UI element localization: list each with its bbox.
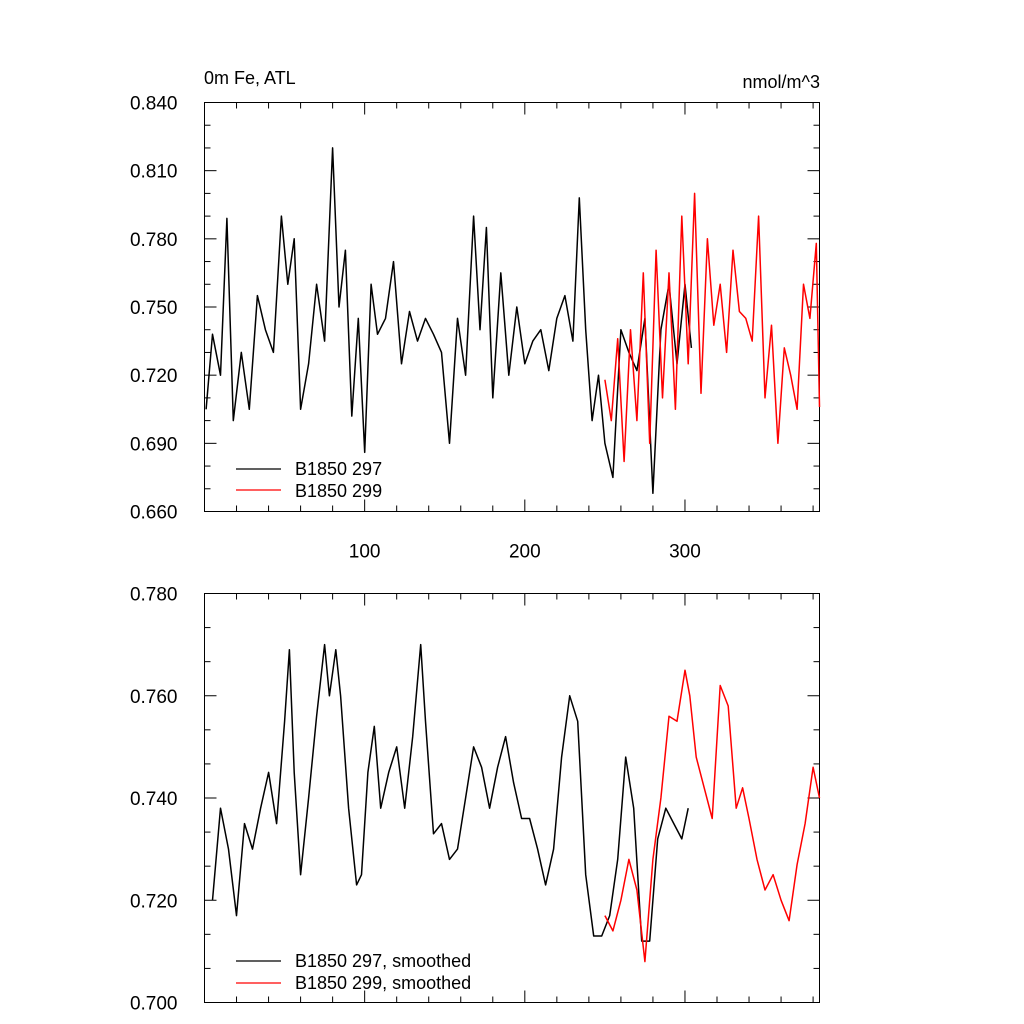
- legend-label-b1850-299-smoothed: B1850 299, smoothed: [295, 973, 471, 993]
- y-tick-label: 0.780: [130, 585, 178, 606]
- y-tick-label: 0.740: [130, 789, 178, 810]
- bottom-legend: B1850 297, smoothed B1850 299, smoothed: [236, 951, 471, 993]
- series-line-b1850-297-smoothed: [211, 643, 689, 942]
- y-tick-label: 0.690: [130, 434, 178, 455]
- top-panel-units: nmol/m^3: [743, 72, 820, 92]
- y-tick-label: 0.700: [130, 994, 178, 1015]
- bottom-y-axis: 0.700 0.720 0.740 0.760 0.780: [130, 585, 820, 1015]
- series-line-b1850-299-smoothed: [604, 669, 821, 963]
- bottom-panel: 0.700 0.720 0.740 0.760 0.780 B1850 297, smo…: [130, 585, 821, 1015]
- y-tick-label: 0.750: [130, 298, 178, 319]
- y-tick-label: 0.720: [130, 891, 178, 912]
- y-tick-label: 0.760: [130, 687, 178, 708]
- series-line-b1850-299: [604, 192, 821, 463]
- legend-label-b1850-299: B1850 299: [295, 481, 382, 501]
- top-y-axis: 0.660 0.690 0.720 0.750 0.780 0.810 0.840: [130, 94, 820, 524]
- top-legend: B1850 297 B1850 299: [236, 459, 382, 501]
- top-panel-title: 0m Fe, ATL: [204, 68, 296, 88]
- legend-label-b1850-297-smoothed: B1850 297, smoothed: [295, 951, 471, 971]
- y-tick-label: 0.840: [130, 94, 178, 115]
- x-tick-label: 100: [349, 542, 381, 563]
- bottom-plot-frame: [204, 593, 820, 1003]
- y-tick-label: 0.720: [130, 366, 178, 387]
- top-series-lines: [205, 147, 821, 495]
- y-tick-label: 0.780: [130, 230, 178, 251]
- y-tick-label: 0.810: [130, 162, 178, 183]
- bottom-series-lines: [211, 643, 821, 963]
- y-tick-label: 0.660: [130, 503, 178, 524]
- legend-label-b1850-297: B1850 297: [295, 459, 382, 479]
- series-line-b1850-297: [205, 147, 693, 495]
- x-tick-label: 200: [509, 542, 541, 563]
- top-panel: 0m Fe, ATL nmol/m^3 0.660 0.690 0.720 0.750…: [130, 68, 821, 563]
- top-x-axis: 100 200 300: [236, 102, 814, 563]
- x-tick-label: 300: [669, 542, 701, 563]
- bottom-x-axis: [236, 593, 814, 1003]
